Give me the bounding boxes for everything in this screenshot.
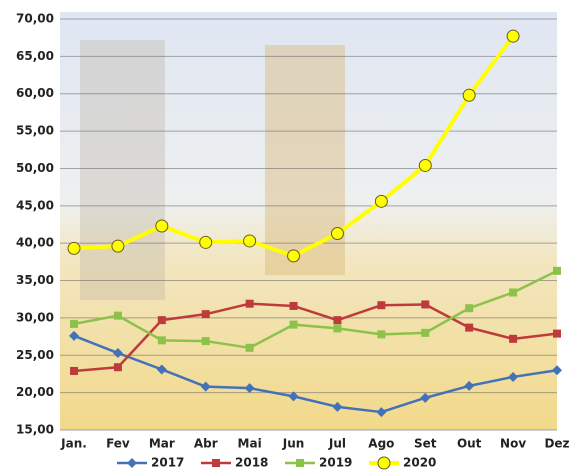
point-marker <box>377 330 385 338</box>
point-marker <box>509 289 517 297</box>
legend-marker <box>127 458 137 468</box>
point-marker <box>509 335 517 343</box>
point-marker <box>202 337 210 345</box>
y-tick-label: 30,00 <box>16 310 54 324</box>
y-tick-label: 65,00 <box>16 49 54 63</box>
y-tick-label: 20,00 <box>16 385 54 399</box>
legend-label: 2017 <box>151 456 184 470</box>
point-marker <box>112 240 124 252</box>
x-tick-label: Mai <box>238 437 262 451</box>
legend-marker <box>296 459 304 467</box>
x-tick-label: Out <box>457 437 482 451</box>
point-marker <box>377 301 385 309</box>
x-tick-label: Fev <box>106 437 130 451</box>
point-marker <box>244 235 256 247</box>
point-marker <box>375 195 387 207</box>
point-marker <box>70 320 78 328</box>
point-marker <box>290 302 298 310</box>
point-marker <box>333 324 341 332</box>
x-tick-label: Jun <box>282 437 305 451</box>
point-marker <box>246 300 254 308</box>
point-marker <box>465 304 473 312</box>
point-marker <box>465 324 473 332</box>
y-tick-label: 25,00 <box>16 348 54 362</box>
y-tick-label: 50,00 <box>16 161 54 175</box>
point-marker <box>158 336 166 344</box>
chart: 15,00 20,00 25,00 30,00 35,00 40,00 45,00 50,00… <box>0 0 569 472</box>
point-marker <box>421 300 429 308</box>
point-marker <box>246 344 254 352</box>
y-tick-label: 55,00 <box>16 124 54 138</box>
point-marker <box>421 329 429 337</box>
point-marker <box>70 367 78 375</box>
point-marker <box>114 312 122 320</box>
legend-label: 2019 <box>319 456 352 470</box>
point-marker <box>68 242 80 254</box>
x-tick-label: Abr <box>194 437 218 451</box>
x-tick-label: Dez <box>544 437 569 451</box>
x-tick-label: Jul <box>328 437 346 451</box>
y-tick-label: 45,00 <box>16 198 54 212</box>
y-tick-label: 35,00 <box>16 273 54 287</box>
x-tick-label: Jan. <box>60 437 87 451</box>
point-marker <box>114 363 122 371</box>
x-tick-label: Set <box>414 437 437 451</box>
y-tick-label: 60,00 <box>16 86 54 100</box>
point-marker <box>200 236 212 248</box>
x-tick-label: Mar <box>149 437 175 451</box>
point-marker <box>553 330 561 338</box>
point-marker <box>463 89 475 101</box>
legend-label: 2018 <box>235 456 268 470</box>
point-marker <box>156 220 168 232</box>
background-photo-machine <box>80 40 165 300</box>
y-tick-label: 15,00 <box>16 423 54 437</box>
point-marker <box>202 310 210 318</box>
point-marker <box>333 316 341 324</box>
legend-marker <box>378 457 390 469</box>
x-tick-label: Nov <box>500 437 526 451</box>
y-tick-label: 40,00 <box>16 236 54 250</box>
point-marker <box>290 321 298 329</box>
legend-marker <box>212 459 220 467</box>
point-marker <box>331 227 343 239</box>
background-photo-chute <box>265 45 345 275</box>
point-marker <box>553 267 561 275</box>
point-marker <box>419 159 431 171</box>
point-marker <box>507 30 519 42</box>
point-marker <box>158 316 166 324</box>
x-tick-label: Ago <box>368 437 394 451</box>
point-marker <box>288 250 300 262</box>
legend-label: 2020 <box>403 456 436 470</box>
y-tick-label: 70,00 <box>16 12 54 26</box>
